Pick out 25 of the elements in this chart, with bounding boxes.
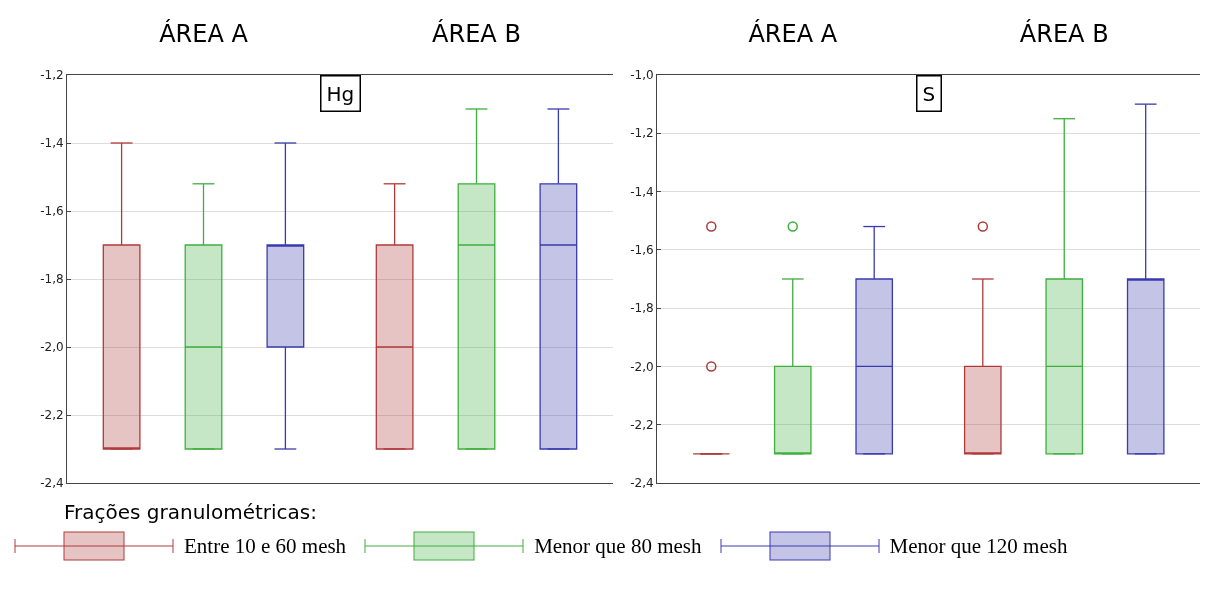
y-tick-label: -2,0 [630,359,654,374]
legend-label: Entre 10 e 60 mesh [184,533,347,559]
y-tick-label: -2,4 [630,476,654,491]
x-tick-label: ÁREA A [159,19,249,49]
x-tick-label: ÁREA A [748,19,838,49]
y-tick-label: -1,0 [630,68,654,83]
y-tick-label: -1,6 [630,243,654,258]
legend-title: Frações granulométricas: [64,500,318,524]
y-tick-label: -1,6 [40,204,64,219]
x-tick-label: ÁREA B [432,19,521,49]
legend-label: Menor que 80 mesh [534,533,702,559]
annotation: S [922,81,936,106]
y-tick-label: -1,2 [630,126,654,141]
legend-label: Menor que 120 mesh [889,533,1068,559]
y-tick-label: -2,0 [40,340,64,355]
y-tick-label: -1,2 [40,68,64,83]
y-tick-label: -2,2 [630,417,654,432]
y-tick-label: -2,2 [40,408,64,423]
x-tick-label: ÁREA B [1019,19,1109,49]
y-tick-label: -1,4 [40,136,64,151]
y-tick-label: -1,4 [630,184,654,199]
y-tick-label: -1,8 [630,301,654,316]
y-tick-label: -2,4 [40,476,64,491]
y-tick-label: -1,8 [40,272,64,287]
annotation: Hg [326,81,355,106]
